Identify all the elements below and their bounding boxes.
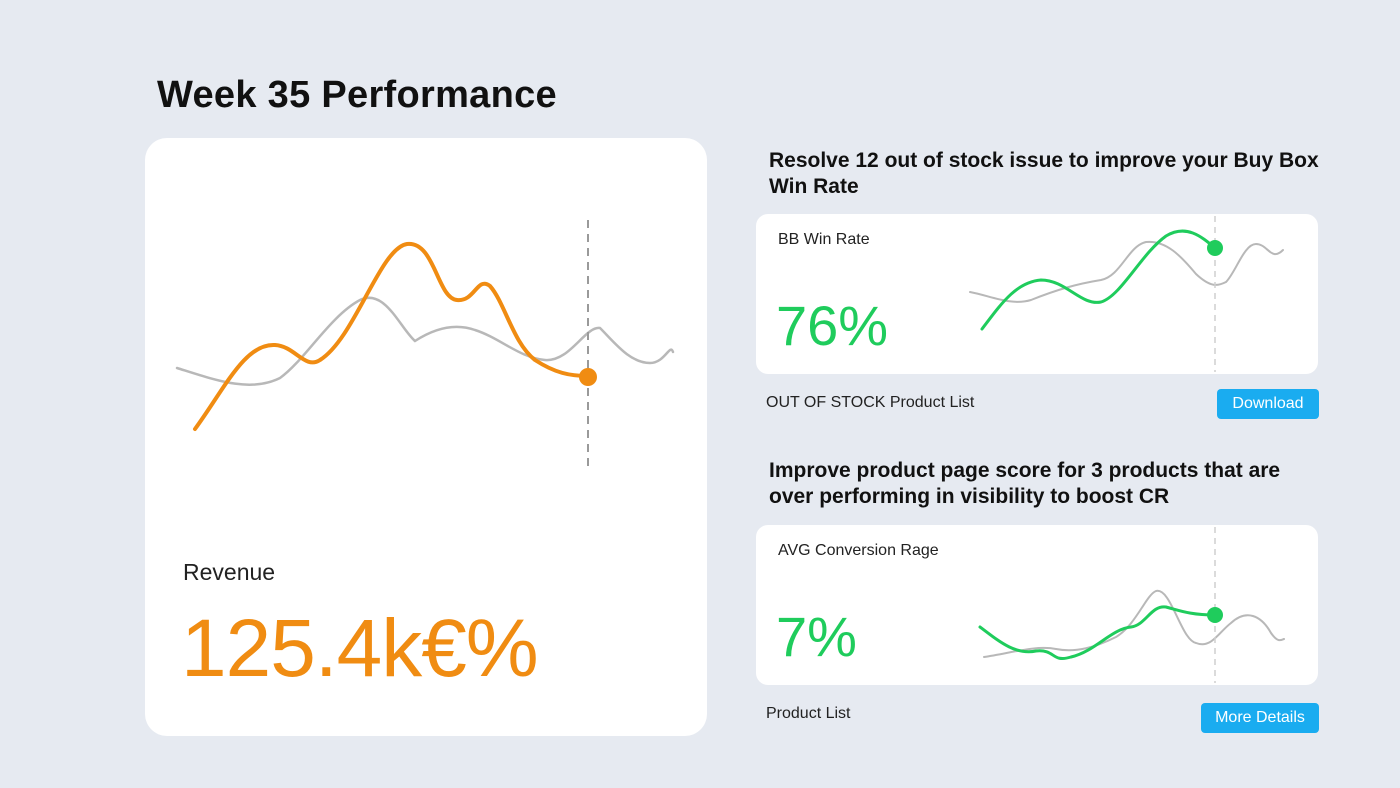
- bb-win-rate-sparkline: [969, 216, 1284, 372]
- conversion-rate-label: AVG Conversion Rage: [778, 542, 939, 559]
- revenue-comparison-line: [175, 296, 675, 386]
- bb-win-rate-label: BB Win Rate: [778, 231, 870, 248]
- more-details-button[interactable]: More Details: [1201, 703, 1319, 733]
- conversion-rate-card: AVG Conversion Rage 7%: [756, 525, 1318, 685]
- conversion-rate-sparkline: [978, 527, 1285, 683]
- product-list-label: Product List: [766, 705, 851, 722]
- conversion-rate-value: 7%: [776, 605, 857, 668]
- revenue-chart: [175, 220, 675, 468]
- out-of-stock-list-label: OUT OF STOCK Product List: [766, 394, 975, 411]
- revenue-card: Revenue 125.4k€%: [145, 138, 707, 736]
- download-button[interactable]: Download: [1217, 389, 1319, 419]
- conversion-rate-line: [978, 605, 1217, 660]
- bb-win-rate-comparison-line: [969, 240, 1284, 303]
- bb-win-rate-value: 76%: [776, 294, 889, 357]
- conversion-rate-comparison-line: [983, 589, 1285, 658]
- revenue-label: Revenue: [183, 559, 276, 585]
- revenue-value: 125.4k€%: [181, 603, 539, 694]
- conversion-rate-current-point: [1207, 607, 1223, 623]
- revenue-line: [193, 241, 590, 431]
- current-point-marker: [579, 368, 597, 386]
- insight-heading-buy-box: Resolve 12 out of stock issue to improve…: [769, 149, 1319, 198]
- bb-win-rate-card: BB Win Rate 76%: [756, 214, 1318, 374]
- insight-heading-product-page: Improve product page score for 3 product…: [769, 459, 1281, 508]
- bb-win-rate-current-point: [1207, 240, 1223, 256]
- bb-win-rate-line: [980, 229, 1217, 331]
- page-title: Week 35 Performance: [157, 74, 557, 116]
